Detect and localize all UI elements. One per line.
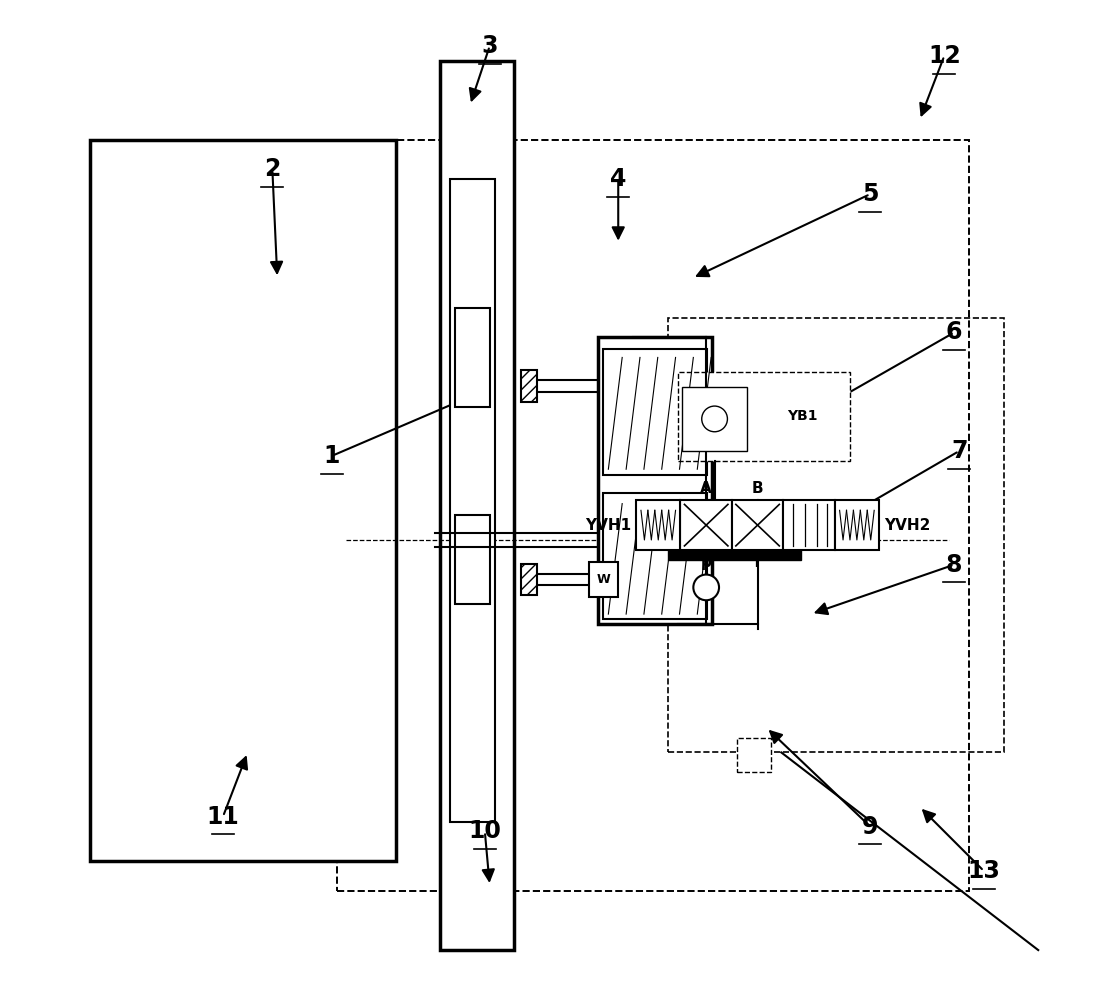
Circle shape <box>694 575 719 601</box>
Bar <box>90 140 396 861</box>
Bar <box>677 372 851 461</box>
Bar <box>337 140 969 891</box>
Text: 13: 13 <box>967 859 1001 883</box>
Bar <box>455 515 490 605</box>
Text: T: T <box>752 555 762 570</box>
Bar <box>450 179 494 822</box>
Text: 7: 7 <box>951 439 967 463</box>
Bar <box>680 500 732 550</box>
Text: 9: 9 <box>862 815 879 838</box>
Bar <box>522 371 537 402</box>
Text: 3: 3 <box>482 34 497 57</box>
Text: 6: 6 <box>946 320 963 345</box>
Bar <box>783 500 834 550</box>
Text: YVH2: YVH2 <box>884 517 931 532</box>
Bar <box>668 522 801 560</box>
Bar <box>440 60 514 950</box>
Text: 5: 5 <box>862 182 879 206</box>
Text: p: p <box>700 555 711 570</box>
Bar <box>604 349 707 475</box>
Text: YVH1: YVH1 <box>585 517 632 532</box>
Text: 11: 11 <box>206 805 239 828</box>
Text: A: A <box>700 481 712 496</box>
Text: 4: 4 <box>611 167 626 191</box>
Bar <box>683 386 747 451</box>
Bar <box>737 737 771 772</box>
Text: YB1: YB1 <box>787 409 818 423</box>
Bar <box>732 500 783 550</box>
Text: B: B <box>751 481 763 496</box>
Text: 12: 12 <box>929 44 961 67</box>
Bar <box>455 308 490 406</box>
Text: W: W <box>596 573 611 586</box>
Bar <box>834 500 879 550</box>
Bar <box>588 562 618 598</box>
Bar <box>604 493 707 619</box>
Bar <box>668 318 1004 752</box>
Bar <box>598 337 712 624</box>
Bar <box>636 500 680 550</box>
Circle shape <box>701 406 728 432</box>
Text: 2: 2 <box>264 158 280 181</box>
Text: 1: 1 <box>324 444 340 468</box>
Text: 8: 8 <box>946 553 963 577</box>
Text: 10: 10 <box>469 820 501 843</box>
Bar <box>522 564 537 596</box>
